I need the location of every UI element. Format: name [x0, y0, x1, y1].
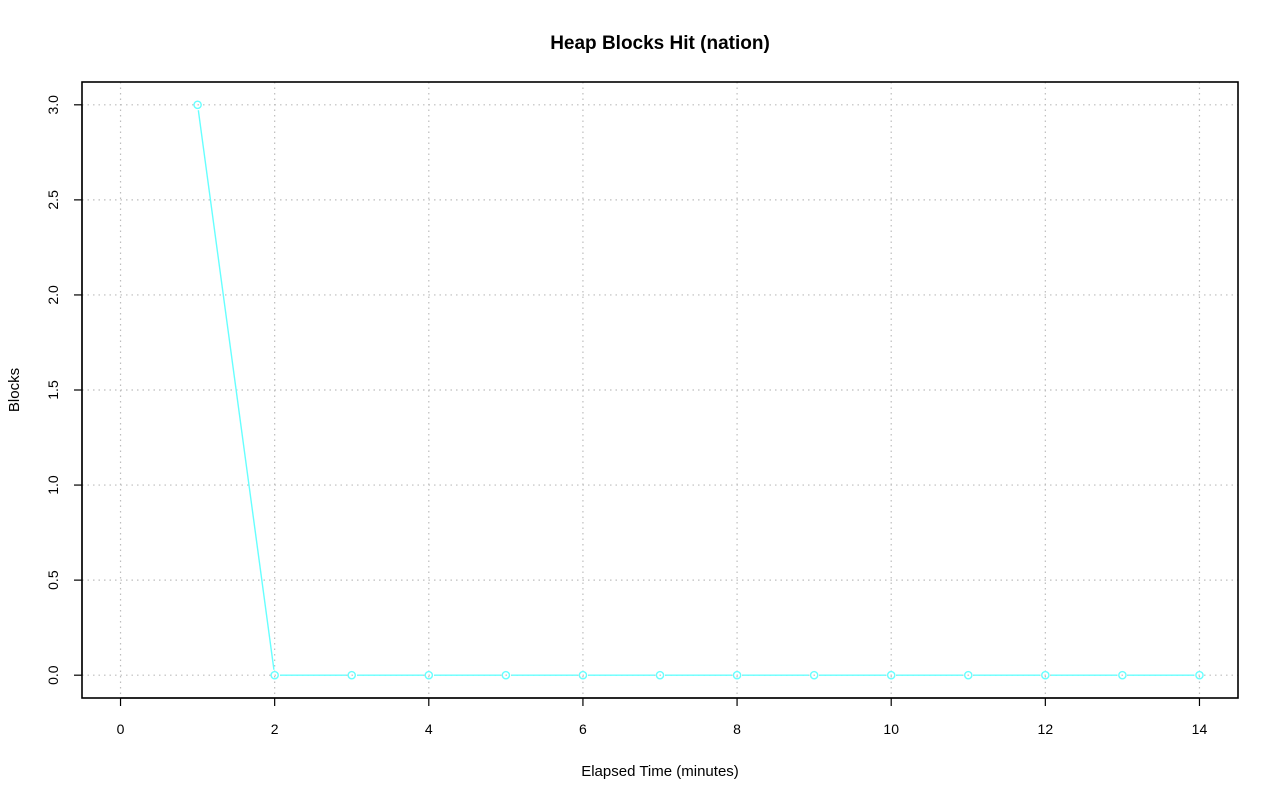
- data-point: [809, 670, 819, 680]
- data-point: [886, 670, 896, 680]
- x-axis-label: Elapsed Time (minutes): [581, 763, 739, 780]
- data-point: [1041, 670, 1050, 680]
- data-point: [424, 670, 434, 680]
- data-point: [193, 100, 202, 110]
- plot-area-border: [81, 81, 1239, 699]
- series-line-segment: [197, 110, 275, 670]
- x-tick-label: 12: [1038, 721, 1054, 737]
- x-tick-label: 0: [117, 721, 125, 737]
- y-axis-ticks: 0.0 0.5 1.0 1.5 2.0 2.5 3.0: [45, 95, 83, 685]
- series-layer: [193, 100, 1204, 680]
- y-tick-label: 3.0: [45, 95, 61, 115]
- data-point: [578, 670, 588, 680]
- y-tick-label: 0.5: [45, 570, 61, 590]
- x-tick-label: 10: [883, 721, 899, 737]
- y-tick-label: 0.0: [45, 665, 61, 685]
- x-axis-ticks: 0 2 4 6 8 10 12 14: [117, 697, 1208, 737]
- data-point: [270, 670, 279, 680]
- x-tick-label: 2: [271, 721, 279, 737]
- x-tick-label: 8: [733, 721, 741, 737]
- data-point: [963, 670, 973, 680]
- y-tick-label: 2.0: [45, 285, 61, 305]
- y-axis-label: Blocks: [6, 368, 23, 412]
- data-point: [1195, 670, 1204, 680]
- data-point: [732, 670, 742, 680]
- y-tick-label: 2.5: [45, 190, 61, 210]
- x-tick-label: 4: [425, 721, 433, 737]
- data-point: [655, 670, 665, 680]
- x-tick-label: 14: [1192, 721, 1208, 737]
- chart-title: Heap Blocks Hit (nation): [550, 33, 770, 54]
- data-point: [347, 670, 357, 680]
- y-tick-label: 1.5: [45, 380, 61, 400]
- data-point: [501, 670, 511, 680]
- x-tick-label: 6: [579, 721, 587, 737]
- grid-lines: [82, 82, 1238, 698]
- data-point: [1118, 670, 1127, 680]
- y-tick-label: 1.0: [45, 475, 61, 495]
